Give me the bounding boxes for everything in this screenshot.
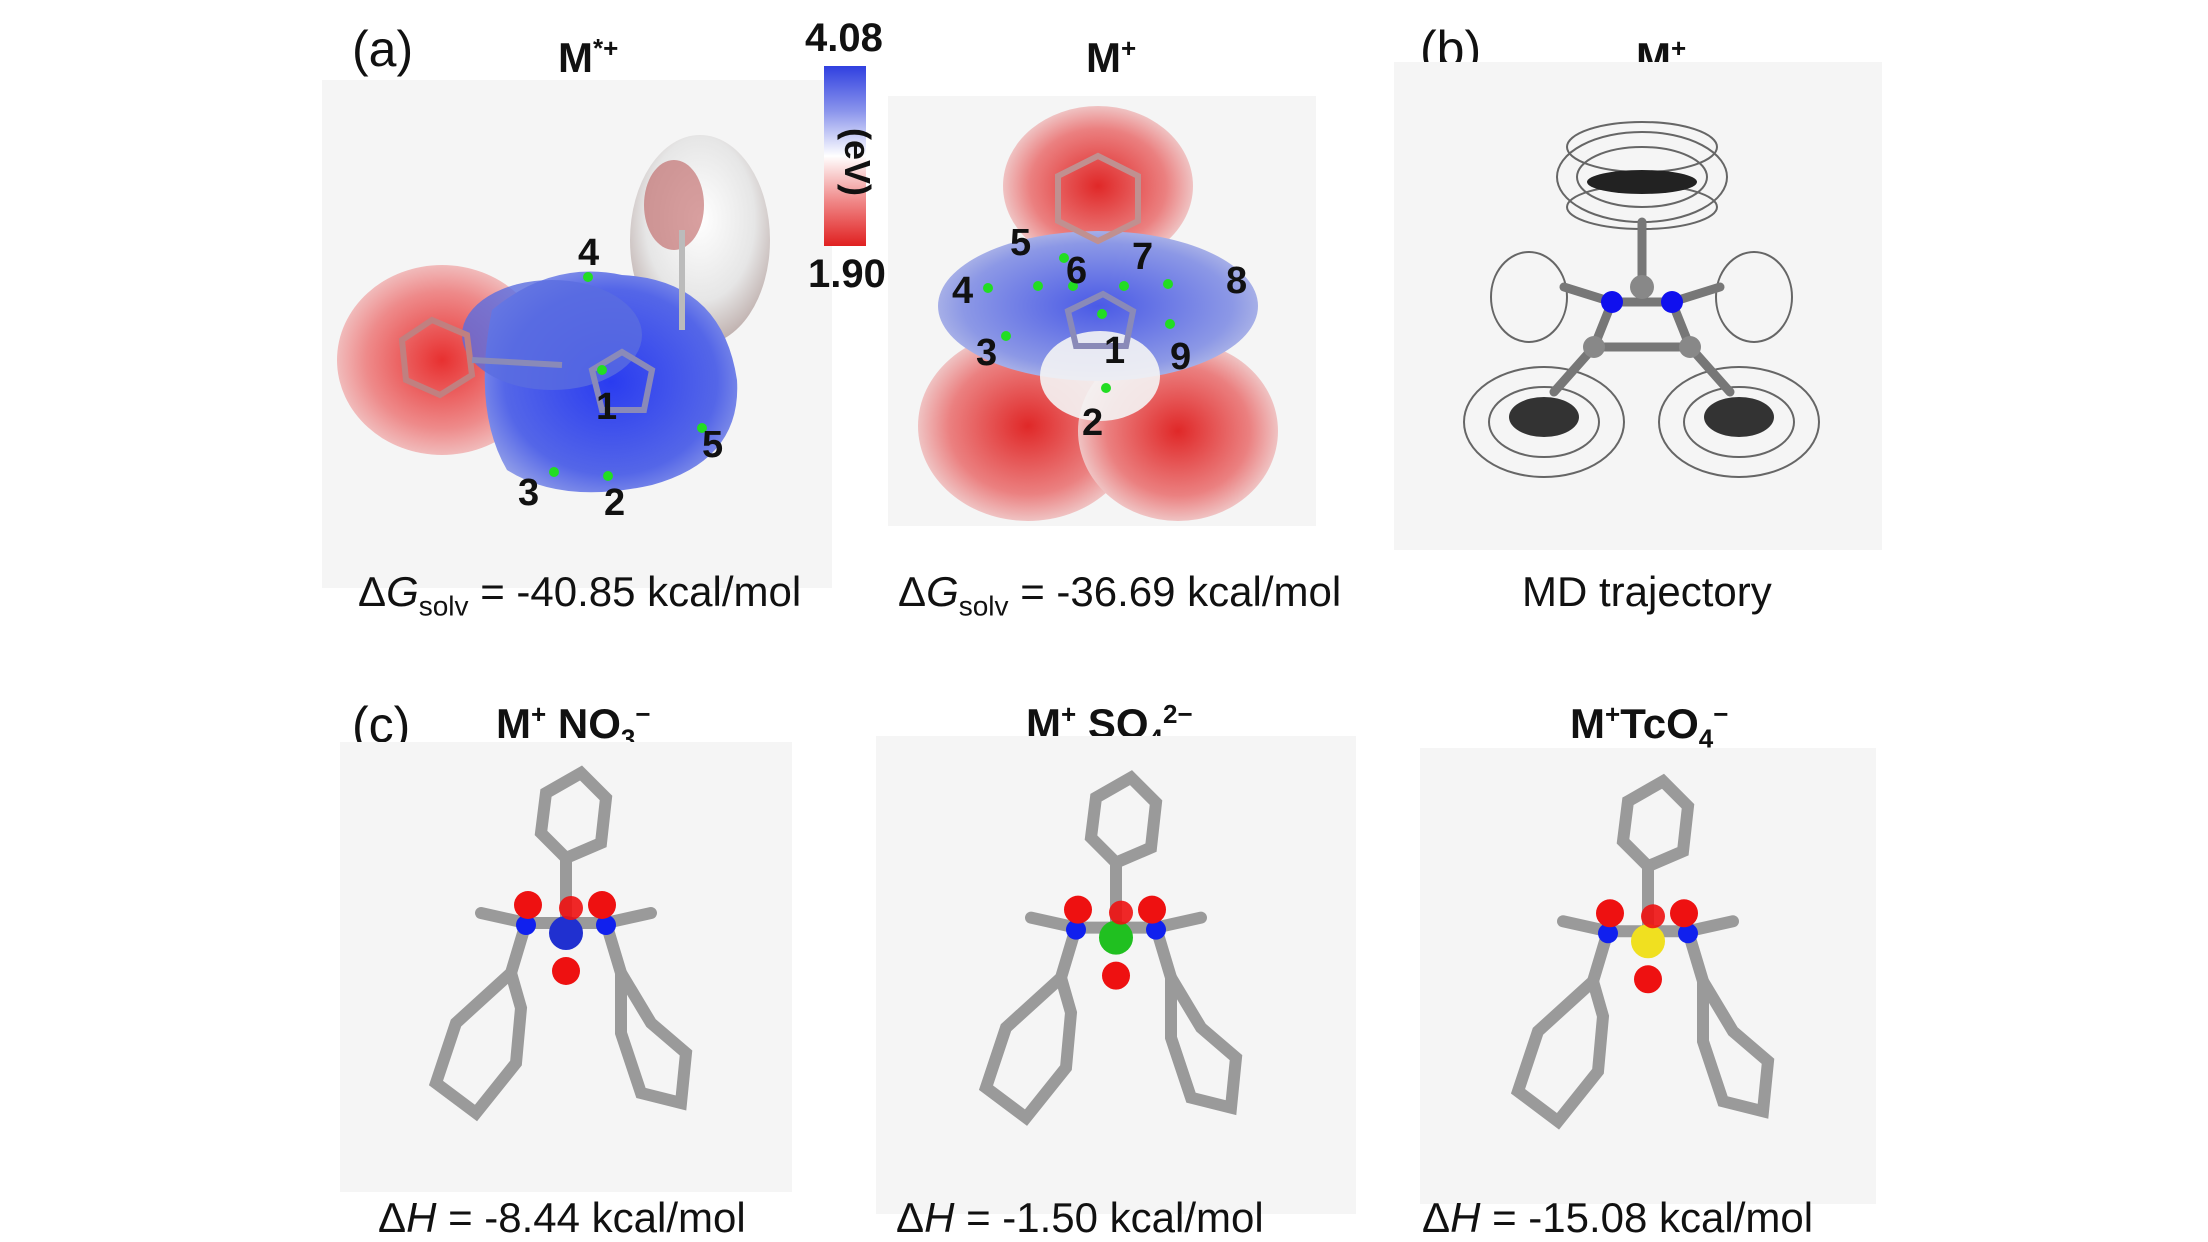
colorbar-min-label: 1.90 [808,252,886,296]
site-label: 4 [578,232,600,274]
esp-surface-radical-cation [322,80,832,588]
md-trajectory-caption: MD trajectory [1522,568,1772,615]
binding-enthalpy-caption: ΔH = -1.50 kcal/mol [896,1194,1264,1241]
md-trajectory-image [1394,62,1882,550]
site-label: 2 [1082,402,1104,444]
site-label: 9 [1170,336,1192,378]
complex-title: M+ NO3− [496,699,651,754]
site-label: 5 [1010,222,1032,264]
site-label: 8 [1226,260,1248,302]
complex-title: M+TcO4− [1570,699,1729,754]
binding-enthalpy-caption: ΔH = -8.44 kcal/mol [378,1194,746,1241]
site-label: 1 [596,386,618,428]
site-label: 3 [518,472,540,514]
esp-surface-cation [888,96,1316,526]
site-label: 3 [976,332,998,374]
solvation-energy-radical-cation: ΔGsolv = -40.85 kcal/mol [358,568,802,622]
site-label: 6 [1066,250,1088,292]
solvation-energy-cation: ΔGsolv = -36.69 kcal/mol [898,568,1342,622]
binding-enthalpy-caption: ΔH = -15.08 kcal/mol [1422,1194,1814,1241]
site-label: 1 [1104,330,1126,372]
site-label: 5 [702,424,724,466]
panel-a-right-title: M+ [1086,33,1137,81]
colorbar-max-label: 4.08 [805,16,883,60]
complex-structure-image [340,742,792,1192]
complex-structure-image [1420,748,1876,1204]
complex-structure-image [876,736,1356,1214]
md-image-top-edge [1394,62,1882,84]
site-label: 7 [1132,236,1154,278]
panel-a-left-title: M*+ [558,33,619,81]
panel-a-letter: (a) [352,21,414,77]
colorbar [824,66,866,246]
site-label: 2 [604,482,626,524]
site-label: 4 [952,270,974,312]
colorbar-unit-label: (eV) [837,128,878,197]
